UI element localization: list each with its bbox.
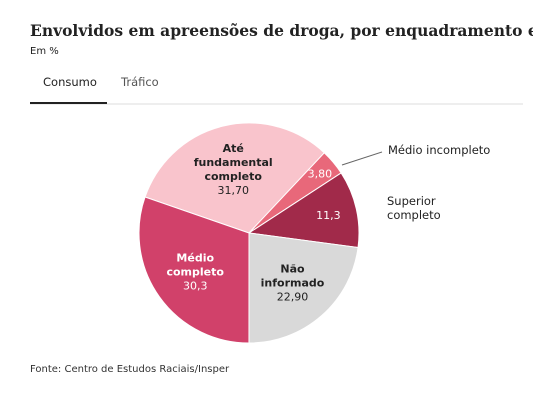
pie-slice xyxy=(138,196,250,344)
pie-slice xyxy=(248,232,359,344)
pie-slice xyxy=(144,122,326,234)
category-label: Médio incompleto xyxy=(388,143,490,157)
chart-title: Envolvidos em apreensões de droga, por e… xyxy=(30,21,533,40)
category-label: Até fundamental completo xyxy=(194,142,273,183)
value-label: 11,3 xyxy=(316,209,341,222)
leader-line xyxy=(341,151,383,166)
category-label: Superior completo xyxy=(387,194,441,222)
source: Fonte: Centro de Estudos Raciais/Insper xyxy=(30,364,230,375)
tab[interactable]: Tráfico xyxy=(120,75,159,89)
chart-subtitle: Em % xyxy=(30,46,59,57)
value-label: 22,90 xyxy=(277,291,309,304)
value-label: 31,70 xyxy=(217,184,249,197)
value-label: 30,3 xyxy=(183,279,208,292)
category-label: Médio completo xyxy=(166,251,224,278)
tab[interactable]: Consumo xyxy=(43,75,97,89)
category-label: Não informado xyxy=(261,263,325,290)
value-label: 3,80 xyxy=(308,168,333,181)
pie-slice xyxy=(247,172,360,249)
